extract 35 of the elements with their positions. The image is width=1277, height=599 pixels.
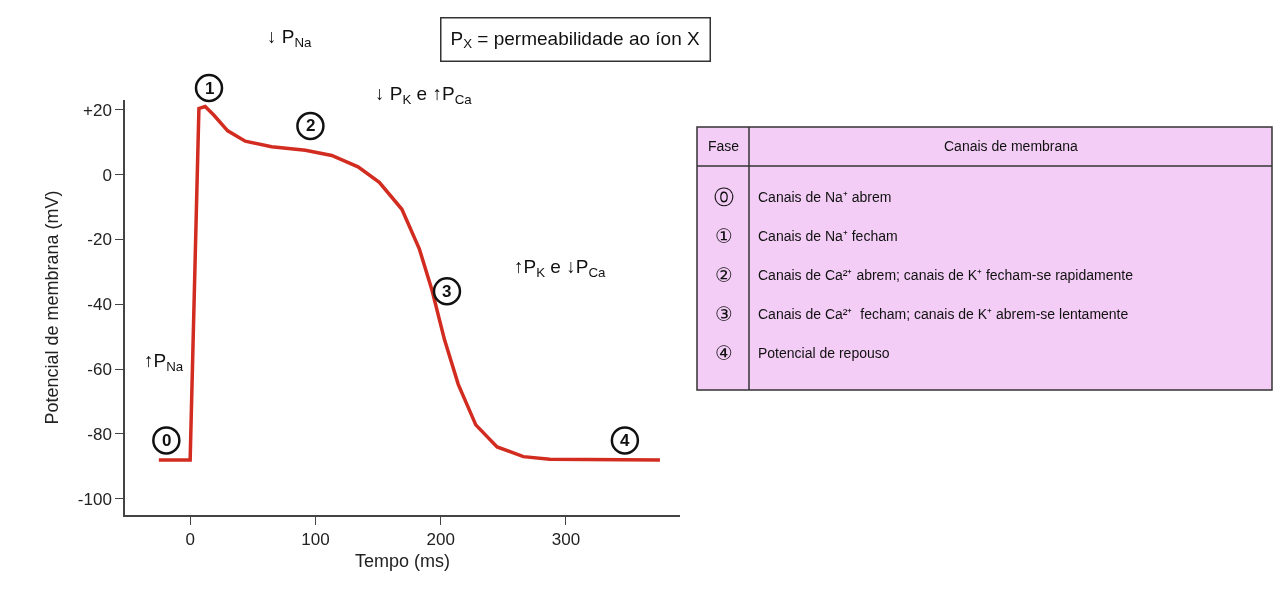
annotation: ↓ P$_{K}$ e ↑P$_{Ca}$ xyxy=(375,83,473,107)
y-tick-label: -20 xyxy=(87,230,112,250)
text: Canais de membrana xyxy=(944,138,1079,154)
text: Canais de Na⁺ abrem xyxy=(758,189,892,205)
x-tick-label: 300 xyxy=(551,530,581,550)
text: Fase xyxy=(708,138,740,154)
x-axis-title: Tempo (ms) xyxy=(354,550,451,571)
text: Canais de Na⁺ fecham xyxy=(758,228,898,244)
x-tick-label: 200 xyxy=(426,530,455,550)
text: 1 xyxy=(205,79,215,98)
y-tick-label: -80 xyxy=(87,424,112,444)
y-tick-label: -100 xyxy=(77,489,112,509)
text: ③ xyxy=(715,302,733,326)
text: ④ xyxy=(715,341,733,365)
annotation: 3 xyxy=(442,282,452,301)
annotation: ↑P$_{Na}$ xyxy=(144,350,184,374)
annotation: 0 xyxy=(162,431,172,450)
x-tick-label: 0 xyxy=(185,530,195,550)
text: ① xyxy=(715,224,733,248)
y-tick-label: -60 xyxy=(87,360,112,380)
x-tick-label: 100 xyxy=(301,530,330,550)
text: ⓪ xyxy=(714,185,734,209)
text: ② xyxy=(715,263,733,287)
y-tick-label: 0 xyxy=(102,165,112,185)
text: Canais de Ca²⁺ fecham; canais de K⁺ abrem-se lentamente xyxy=(758,306,1129,322)
annotation: 4 xyxy=(620,431,630,450)
annotation: ↑P$_{K}$ e ↓P$_{Ca}$ xyxy=(514,256,606,280)
annotation: 2 xyxy=(306,116,316,135)
y-tick-label: +20 xyxy=(83,100,112,120)
text: Canais de Ca²⁺ abrem; canais de K⁺ fecham-se rapidamente xyxy=(758,267,1134,283)
text: Potencial de repouso xyxy=(758,345,890,361)
y-tick-label: -40 xyxy=(87,295,112,315)
text: P$_{X}$ = permeabilidade ao íon X xyxy=(450,27,701,52)
y-axis-title: Potencial de membrana (mV) xyxy=(41,190,62,425)
text: ↓ P$_{Na}$ xyxy=(267,26,313,50)
